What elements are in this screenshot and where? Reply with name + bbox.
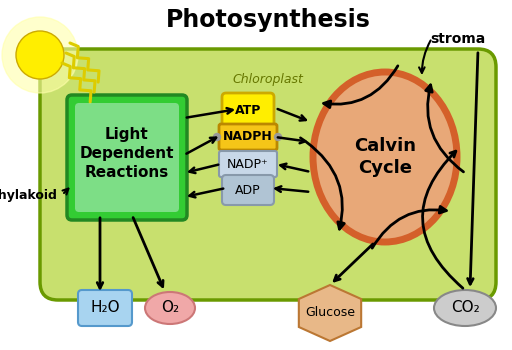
- Text: NADPH: NADPH: [223, 131, 273, 144]
- FancyBboxPatch shape: [222, 175, 274, 205]
- Text: Light
Dependent
Reactions: Light Dependent Reactions: [80, 127, 174, 180]
- Text: stroma: stroma: [430, 32, 485, 46]
- Text: ADP: ADP: [235, 183, 261, 196]
- FancyBboxPatch shape: [219, 124, 277, 150]
- FancyBboxPatch shape: [219, 151, 277, 177]
- FancyBboxPatch shape: [222, 93, 274, 127]
- Circle shape: [16, 31, 64, 79]
- Text: CO₂: CO₂: [451, 301, 479, 315]
- Text: NADP⁺: NADP⁺: [227, 158, 269, 170]
- Text: Calvin
Cycle: Calvin Cycle: [354, 137, 416, 177]
- Text: Glucose: Glucose: [305, 307, 355, 320]
- Circle shape: [214, 133, 221, 140]
- Circle shape: [2, 17, 78, 93]
- Ellipse shape: [145, 292, 195, 324]
- Circle shape: [274, 133, 282, 140]
- Ellipse shape: [434, 290, 496, 326]
- Text: O₂: O₂: [161, 301, 179, 315]
- FancyBboxPatch shape: [67, 95, 187, 220]
- Text: Photosynthesis: Photosynthesis: [165, 8, 371, 32]
- FancyBboxPatch shape: [78, 290, 132, 326]
- Text: Chloroplast: Chloroplast: [232, 73, 304, 86]
- FancyBboxPatch shape: [40, 49, 496, 300]
- Text: thylakoid: thylakoid: [0, 189, 58, 202]
- FancyBboxPatch shape: [75, 103, 179, 212]
- Polygon shape: [299, 285, 361, 341]
- Text: H₂O: H₂O: [90, 301, 120, 315]
- Ellipse shape: [313, 72, 457, 242]
- Text: ATP: ATP: [235, 104, 261, 117]
